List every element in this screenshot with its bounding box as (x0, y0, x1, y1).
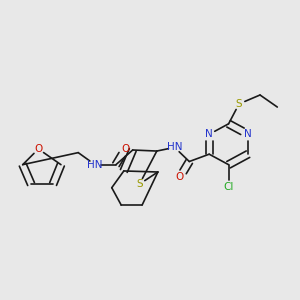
Text: S: S (136, 179, 143, 189)
Text: N: N (205, 129, 213, 139)
Text: Cl: Cl (224, 182, 234, 192)
Text: HN: HN (87, 160, 103, 170)
Text: O: O (176, 172, 184, 182)
Text: S: S (236, 99, 242, 109)
Text: HN: HN (167, 142, 182, 152)
Text: O: O (34, 144, 43, 154)
Text: O: O (121, 144, 130, 154)
Text: N: N (244, 129, 252, 139)
